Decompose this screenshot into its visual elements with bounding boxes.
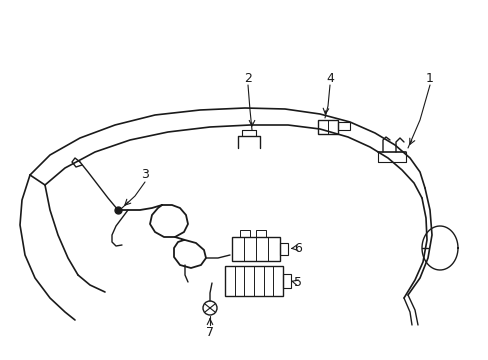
Bar	[224, 266, 283, 296]
Bar	[231, 237, 280, 261]
Text: 5: 5	[293, 275, 302, 288]
Bar	[337, 122, 349, 130]
Text: 7: 7	[205, 325, 214, 338]
Bar	[280, 243, 287, 255]
Text: 3: 3	[141, 168, 149, 181]
Text: 6: 6	[293, 242, 301, 255]
Text: 1: 1	[425, 72, 433, 85]
Text: 2: 2	[244, 72, 251, 85]
Bar	[256, 230, 265, 237]
Bar	[240, 230, 249, 237]
Bar	[317, 120, 337, 134]
Text: 4: 4	[325, 72, 333, 85]
Bar	[283, 274, 290, 288]
